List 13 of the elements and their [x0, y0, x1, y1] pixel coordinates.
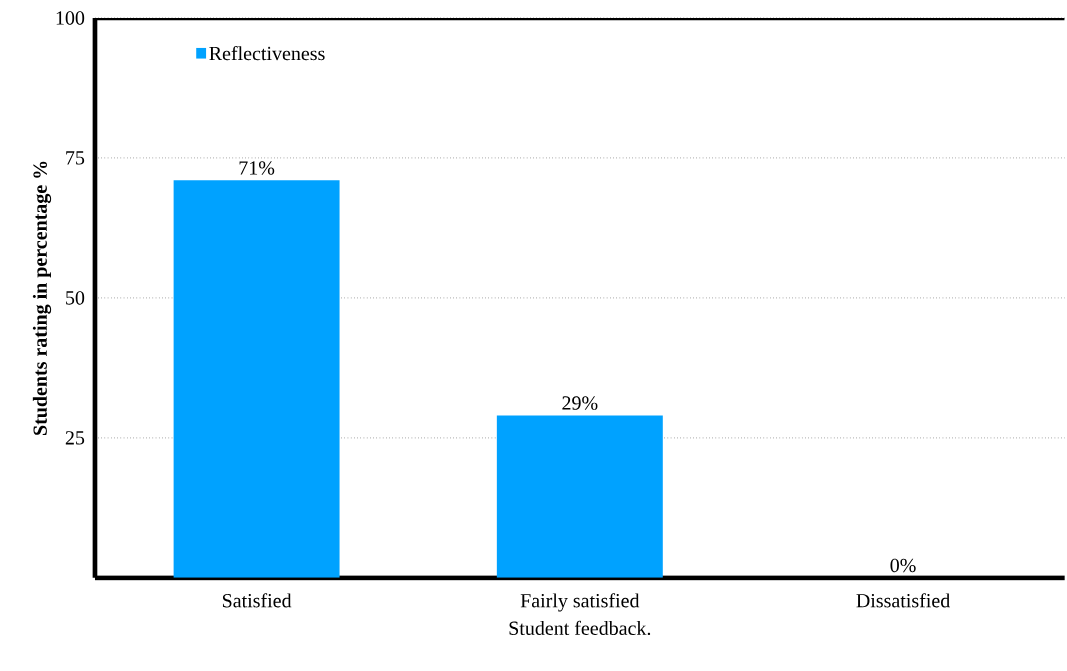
x-tick-label: Fairly satisfied — [520, 593, 640, 612]
y-tick-label: 50 — [66, 291, 85, 305]
legend-label: Reflectiveness — [209, 46, 325, 61]
y-axis-title: Students rating in percentage % — [32, 161, 52, 436]
x-tick-label: Satisfied — [222, 593, 292, 608]
y-tick-label: 100 — [56, 11, 85, 25]
y-tick-label: 75 — [66, 151, 85, 165]
data-label: 29% — [562, 396, 598, 410]
x-axis-title: Student feedback. — [509, 620, 651, 636]
data-label: 71% — [239, 161, 275, 175]
data-label: 0% — [890, 558, 916, 573]
y-tick-label: 25 — [65, 431, 85, 445]
x-tick-label: Dissatisfied — [856, 593, 951, 608]
